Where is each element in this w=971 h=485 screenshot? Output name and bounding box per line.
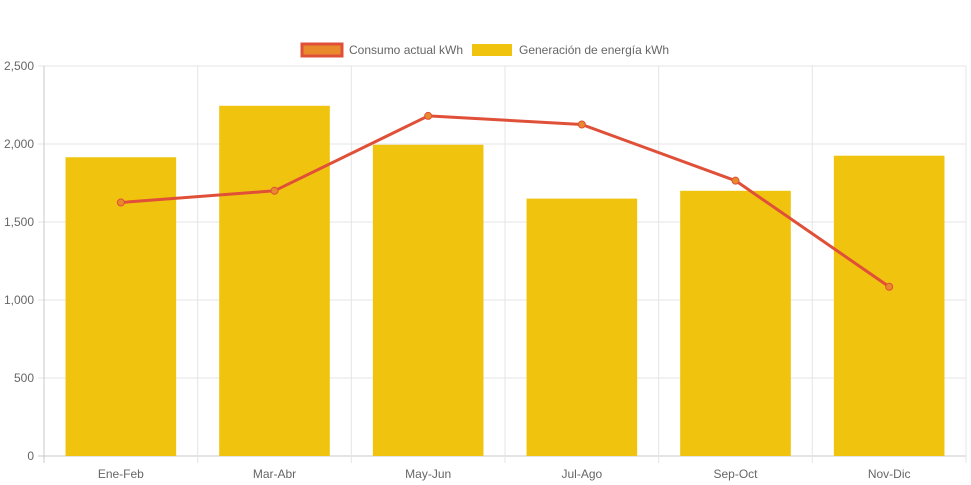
line-consumo xyxy=(120,114,891,288)
x-tick-label: Ene-Feb xyxy=(98,467,144,481)
bar-generacion[interactable] xyxy=(526,198,638,456)
legend-label-generacion: Generación de energía kWh xyxy=(519,43,669,57)
x-tick-label: Mar-Abr xyxy=(253,467,296,481)
point-consumo[interactable] xyxy=(577,120,586,129)
y-tick-label: 1,000 xyxy=(4,293,34,307)
bar-generacion[interactable] xyxy=(65,157,177,456)
x-tick-label: Jul-Ago xyxy=(561,467,602,481)
y-tick-label: 500 xyxy=(14,371,34,385)
x-tick-label: Sep-Oct xyxy=(713,467,758,481)
line-series xyxy=(116,111,894,291)
bar-series xyxy=(65,105,945,457)
point-consumo[interactable] xyxy=(424,111,433,120)
point-consumo[interactable] xyxy=(885,282,894,291)
legend-label-consumo: Consumo actual kWh xyxy=(349,43,463,57)
legend-swatch-consumo xyxy=(300,42,344,58)
point-consumo[interactable] xyxy=(731,176,740,185)
y-tick-label: 1,500 xyxy=(4,215,34,229)
bar-generacion[interactable] xyxy=(219,105,330,456)
point-consumo[interactable] xyxy=(116,198,125,207)
legend-swatch-generacion xyxy=(472,44,512,56)
x-tick-label: Nov-Dic xyxy=(868,467,911,481)
x-tick-label: May-Jun xyxy=(405,467,451,481)
y-tick-label: 2,000 xyxy=(4,137,34,151)
bar-generacion[interactable] xyxy=(680,190,791,457)
y-tick-label: 0 xyxy=(27,449,34,463)
point-consumo[interactable] xyxy=(270,186,279,195)
grid xyxy=(38,65,967,463)
legend-item-generacion[interactable]: Generación de energía kWh xyxy=(472,43,669,57)
bar-generacion[interactable] xyxy=(372,144,484,456)
y-tick-label: 2,500 xyxy=(4,59,34,73)
axes: 0 500 1,000 1,500 2,000 2,500 Ene-Feb Mar-Abr Ma… xyxy=(4,59,911,481)
legend-item-consumo[interactable]: Consumo actual kWh xyxy=(300,42,463,58)
bar-generacion[interactable] xyxy=(833,155,945,456)
legend[interactable]: Consumo actual kWh Generación de energía… xyxy=(300,42,669,58)
